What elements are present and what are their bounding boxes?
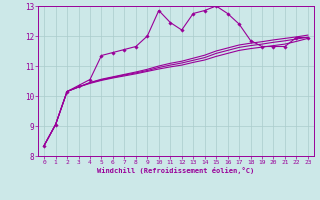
X-axis label: Windchill (Refroidissement éolien,°C): Windchill (Refroidissement éolien,°C) [97,167,255,174]
